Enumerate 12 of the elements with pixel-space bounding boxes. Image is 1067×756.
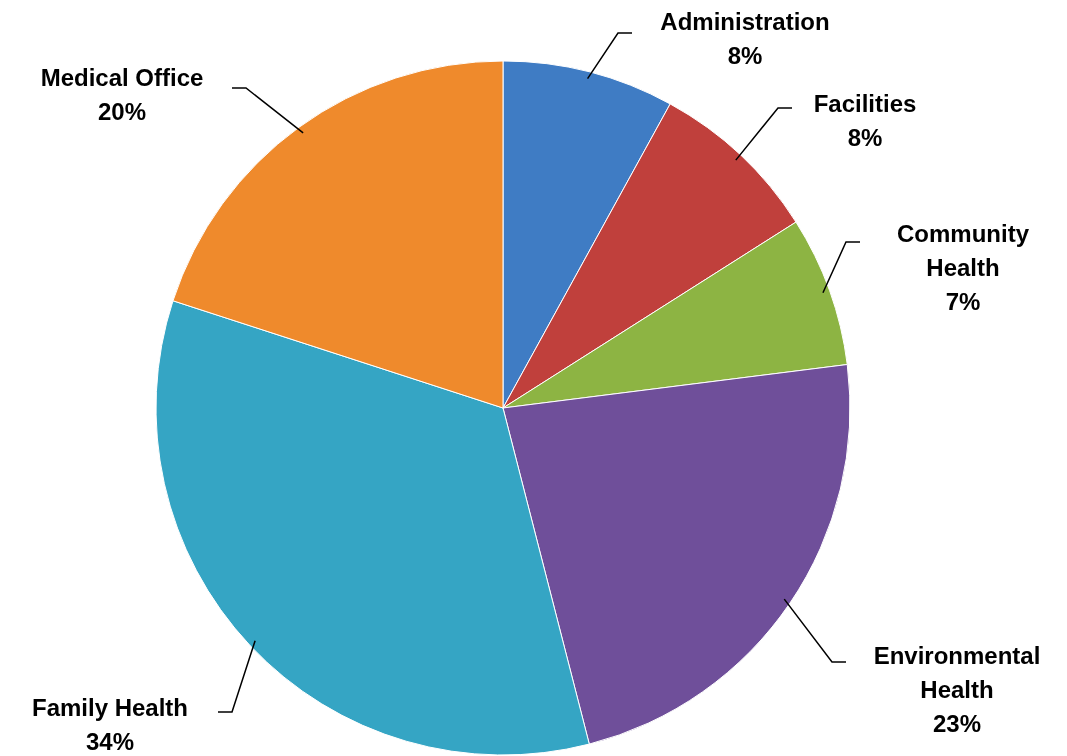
data-label: 20% [97, 98, 147, 125]
slice-label: Community Health [897, 220, 1030, 281]
slice-label: Environmental Health [873, 642, 1041, 703]
data-label: 23% [932, 710, 982, 737]
data-label: 7% [945, 288, 981, 315]
data-label: 8% [727, 42, 763, 69]
slice-label: Administration [660, 8, 830, 35]
data-label: 34% [85, 728, 135, 755]
data-label: 8% [847, 124, 883, 151]
slice-label: Facilities [813, 90, 917, 117]
slice-label: Family Health [31, 694, 189, 721]
slice-label: Medical Office [40, 64, 204, 91]
